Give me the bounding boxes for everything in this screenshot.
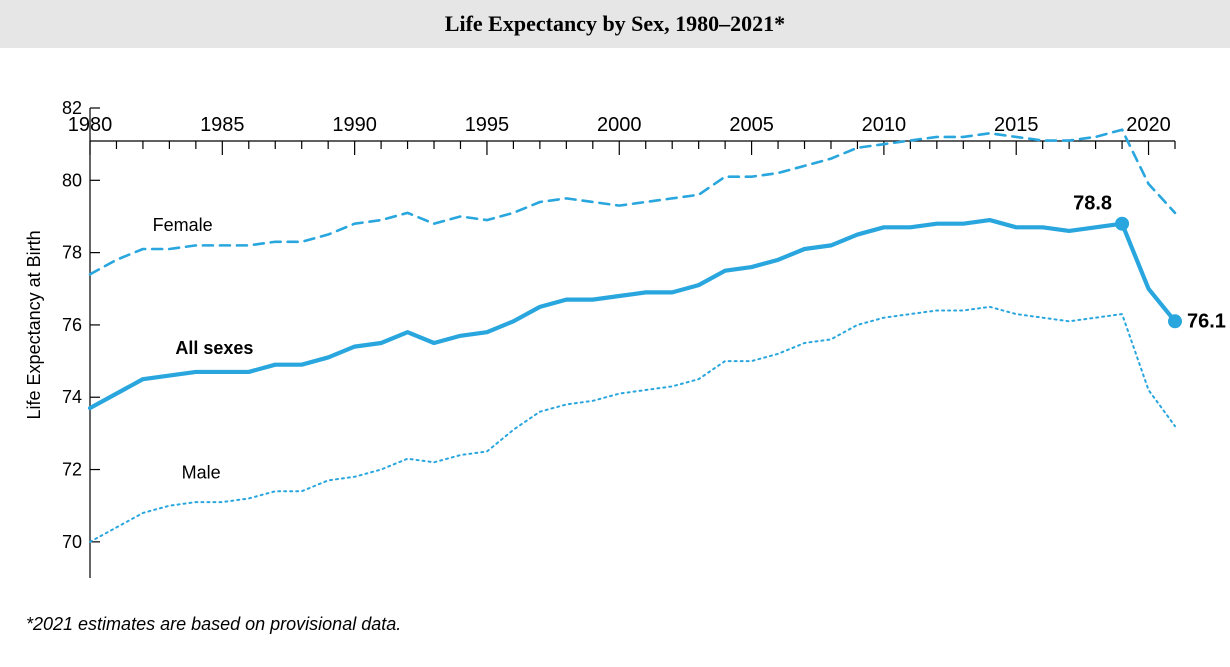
svg-text:76: 76	[62, 315, 82, 335]
chart-area: 1980198519901995200020052010201520207072…	[0, 48, 1230, 608]
svg-text:2000: 2000	[597, 114, 642, 136]
svg-text:1990: 1990	[332, 114, 377, 136]
svg-text:2010: 2010	[862, 114, 907, 136]
svg-text:All sexes: All sexes	[175, 338, 253, 358]
svg-text:72: 72	[62, 460, 82, 480]
svg-text:78.8: 78.8	[1073, 193, 1112, 215]
svg-text:80: 80	[62, 170, 82, 190]
line-chart-svg: 1980198519901995200020052010201520207072…	[0, 48, 1230, 608]
svg-text:78: 78	[62, 243, 82, 263]
svg-text:Female: Female	[153, 215, 213, 235]
chart-title-bar: Life Expectancy by Sex, 1980–2021*	[0, 0, 1230, 48]
svg-text:1985: 1985	[200, 114, 245, 136]
series-line	[90, 220, 1175, 408]
svg-text:70: 70	[62, 532, 82, 552]
svg-text:Male: Male	[182, 463, 221, 483]
series-line	[90, 130, 1175, 275]
svg-text:1995: 1995	[465, 114, 510, 136]
y-axis-label: Life Expectancy at Birth	[24, 230, 44, 419]
svg-text:2020: 2020	[1126, 114, 1171, 136]
svg-text:2005: 2005	[729, 114, 774, 136]
svg-text:74: 74	[62, 387, 82, 407]
svg-text:76.1: 76.1	[1187, 310, 1226, 332]
svg-text:2015: 2015	[994, 114, 1039, 136]
footnote: *2021 estimates are based on provisional…	[0, 614, 1230, 635]
svg-text:82: 82	[62, 98, 82, 118]
chart-title: Life Expectancy by Sex, 1980–2021*	[445, 11, 785, 37]
